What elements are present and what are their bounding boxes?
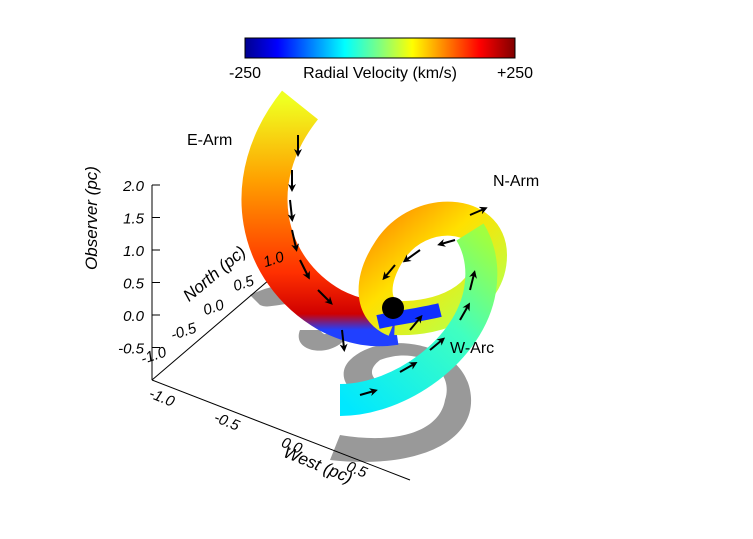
observer-title: Observer (pc) — [82, 166, 101, 270]
observer-tick-label: 1.0 — [123, 243, 145, 260]
observer-tick-label: 1.5 — [123, 211, 145, 228]
west-tick-label: 0.0 — [279, 434, 305, 458]
north-tick-label: -0.5 — [169, 319, 199, 343]
inner-arc — [376, 303, 442, 329]
w-arc — [339, 223, 498, 416]
observer-tick-label: 2.0 — [122, 178, 145, 195]
north-tick-label: 1.0 — [261, 248, 287, 271]
e-arm-label: E-Arm — [187, 132, 232, 149]
observer-tick-label: 0.5 — [123, 276, 145, 293]
colorbar — [244, 37, 516, 59]
colorbar-min: -250 — [229, 65, 261, 82]
e-arm — [241, 90, 399, 347]
north-title: North (pc) — [179, 242, 249, 305]
black-hole — [382, 297, 404, 319]
west-tick-label: -1.0 — [147, 385, 178, 411]
colorbar-max: +250 — [497, 65, 533, 82]
n-arm — [358, 201, 508, 336]
w-arc-label: W-Arc — [450, 340, 494, 357]
colorbar-title: Radial Velocity (km/s) — [303, 65, 457, 82]
arrows — [287, 135, 488, 396]
west-tick-label: 0.5 — [344, 458, 370, 482]
north-tick-label: 0.0 — [201, 296, 227, 319]
observer-tick-label: 0.0 — [123, 308, 145, 325]
n-arm-label: N-Arm — [493, 173, 539, 190]
observer-tick-label: -0.5 — [118, 341, 145, 358]
north-tick-label: 0.5 — [231, 272, 257, 295]
